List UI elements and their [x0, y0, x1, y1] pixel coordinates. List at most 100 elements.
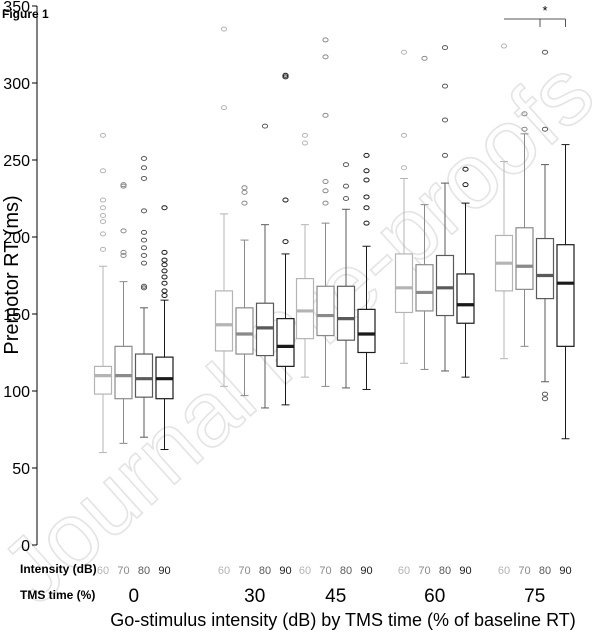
intensity-tick-label: 90 — [559, 565, 571, 577]
box-30-80 — [255, 123, 275, 409]
intensity-tick-label: 80 — [539, 565, 551, 577]
box-60-60 — [394, 49, 414, 364]
outlier-point — [161, 274, 168, 280]
box-30-90 — [276, 72, 295, 406]
outlier-point — [301, 132, 309, 138]
outlier-point — [441, 45, 449, 51]
y-tick-label: 200 — [3, 230, 30, 247]
outlier-point — [322, 112, 329, 118]
box-45-90 — [357, 152, 376, 390]
outlier-point — [161, 293, 168, 299]
intensity-tick-label: 90 — [158, 565, 170, 577]
intensity-tick-label: 80 — [439, 565, 451, 577]
box-0-70 — [114, 182, 133, 444]
outlier-point — [301, 140, 309, 146]
outlier-point — [400, 165, 408, 171]
intensity-tick-label: 80 — [138, 565, 150, 577]
box-body — [556, 244, 575, 347]
outlier-point — [99, 168, 107, 174]
box-body — [134, 353, 154, 398]
outlier-point — [99, 231, 107, 237]
intensity-row-label: Intensity (dB) — [20, 562, 97, 576]
outlier-point — [282, 239, 289, 245]
intensity-tick-label: 90 — [279, 565, 291, 577]
outlier-point — [99, 205, 107, 211]
outlier-point — [541, 396, 549, 402]
outlier-point — [282, 72, 289, 78]
y-axis-label: Premotor RT (ms) — [1, 195, 23, 354]
box-0-60 — [93, 132, 113, 454]
outlier-point — [441, 83, 449, 89]
tms-group-label: 60 — [424, 586, 445, 607]
outlier-point — [241, 189, 248, 195]
outlier-point — [322, 200, 329, 206]
tms-group-label: 0 — [128, 586, 139, 607]
outlier-point — [161, 262, 168, 268]
outlier-point — [322, 179, 329, 185]
outlier-point — [521, 111, 528, 117]
box-body — [93, 365, 113, 395]
box-75-70 — [515, 111, 534, 347]
box-body — [114, 345, 133, 400]
intensity-tick-label: 70 — [418, 565, 430, 577]
outlier-point — [99, 197, 107, 203]
outlier-point — [99, 212, 107, 218]
outlier-point — [322, 37, 329, 43]
box-body — [415, 264, 434, 312]
outlier-point — [99, 132, 107, 138]
outlier-point — [541, 126, 549, 132]
outlier-point — [441, 117, 449, 123]
boxplot-area — [93, 26, 575, 454]
outlier-point — [140, 237, 148, 243]
intensity-tick-label: 70 — [238, 565, 250, 577]
outlier-point — [120, 249, 127, 255]
outlier-point — [140, 283, 148, 289]
outlier-point — [220, 105, 228, 111]
box-body — [295, 277, 315, 340]
outlier-point — [120, 182, 127, 188]
outlier-point — [161, 280, 168, 286]
outlier-point — [400, 49, 408, 55]
outlier-point — [161, 205, 168, 211]
outlier-point — [99, 219, 107, 225]
intensity-tick-label: 80 — [340, 565, 352, 577]
tms-group-label: 75 — [524, 586, 545, 607]
box-body — [276, 318, 295, 367]
box-60-80 — [435, 45, 455, 372]
intensity-tick-label: 90 — [459, 565, 471, 577]
box-body — [456, 273, 475, 324]
intensity-tick-label: 60 — [218, 565, 230, 577]
x-group-labels: 60 70 80 90 0 60 70 80 90 30 60 70 80 90 45 60 70 80 90 60 6… — [97, 565, 572, 607]
box-30-70 — [235, 185, 254, 397]
box-45-70 — [316, 37, 335, 387]
outlier-point — [521, 126, 528, 132]
box-60-90 — [456, 166, 475, 378]
tms-group-label: 30 — [244, 586, 265, 607]
outlier-point — [220, 26, 228, 32]
outlier-point — [241, 200, 248, 206]
outlier-point — [161, 268, 168, 274]
box-45-80 — [336, 162, 356, 389]
outlier-point — [462, 182, 469, 188]
y-tick-label: 150 — [3, 307, 30, 324]
outlier-point — [261, 123, 269, 129]
y-tick-label: 250 — [3, 153, 30, 170]
box-75-90 — [556, 144, 575, 440]
outlier-point — [140, 155, 148, 161]
outlier-point — [99, 246, 107, 252]
box-0-90 — [155, 205, 174, 451]
intensity-tick-label: 60 — [498, 565, 510, 577]
outlier-point — [120, 252, 127, 258]
outlier-point — [342, 162, 350, 168]
outlier-point — [282, 197, 289, 203]
outlier-point — [140, 245, 148, 251]
intensity-tick-label: 80 — [259, 565, 271, 577]
box-body — [235, 307, 254, 355]
outlier-point — [363, 168, 370, 174]
box-75-80 — [535, 49, 555, 402]
significance-bracket: * — [504, 3, 566, 27]
outlier-point — [363, 220, 370, 226]
intensity-tick-label: 70 — [319, 565, 331, 577]
box-30-60 — [214, 26, 234, 387]
